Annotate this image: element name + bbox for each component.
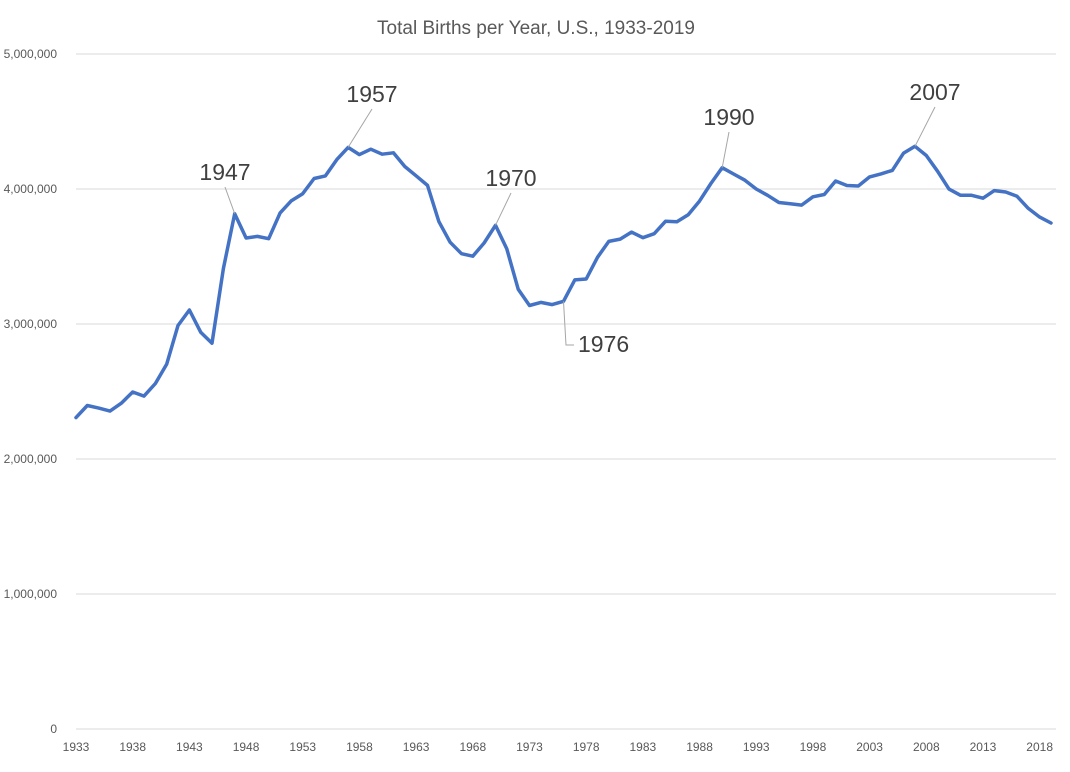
y-tick-label: 0 xyxy=(50,722,57,736)
x-tick-label: 1938 xyxy=(119,740,146,754)
x-tick-label: 1953 xyxy=(289,740,316,754)
x-tick-label: 1973 xyxy=(516,740,543,754)
annotation-label: 1970 xyxy=(485,165,536,191)
x-tick-label: 1968 xyxy=(459,740,486,754)
y-tick-label: 4,000,000 xyxy=(4,182,58,196)
annotation-leader-line xyxy=(347,108,373,148)
annotation-leader-line xyxy=(495,192,512,226)
y-tick-label: 3,000,000 xyxy=(4,317,58,331)
y-tick-label: 5,000,000 xyxy=(4,47,58,61)
x-tick-label: 2018 xyxy=(1026,740,1053,754)
annotation-leader-line xyxy=(224,186,236,214)
x-tick-label: 1943 xyxy=(176,740,203,754)
y-axis-tick-labels: 0 1,000,000 2,000,000 3,000,000 4,000,000 5,0… xyxy=(4,47,58,736)
chart-title: Total Births per Year, U.S., 1933-2019 xyxy=(377,18,695,39)
x-tick-label: 1978 xyxy=(573,740,600,754)
annotation-leader-line xyxy=(721,131,730,168)
x-tick-label: 1948 xyxy=(233,740,260,754)
annotations: 1947 1957 1970 1976 1990 2007 xyxy=(199,79,960,357)
x-tick-label: 1963 xyxy=(403,740,430,754)
annotation-label: 1976 xyxy=(578,331,629,357)
y-tick-label: 1,000,000 xyxy=(4,587,58,601)
births-series-line xyxy=(74,144,1053,420)
series-layer xyxy=(74,144,1053,420)
gridlines xyxy=(76,53,1056,730)
x-tick-label: 2013 xyxy=(970,740,997,754)
annotation-label: 1990 xyxy=(703,104,754,130)
x-tick-label: 1958 xyxy=(346,740,373,754)
x-tick-label: 2003 xyxy=(856,740,883,754)
annotation-label: 2007 xyxy=(909,79,960,105)
x-tick-label: 1933 xyxy=(63,740,90,754)
x-tick-label: 1983 xyxy=(630,740,657,754)
annotation-leader-line xyxy=(563,301,574,346)
x-tick-label: 1993 xyxy=(743,740,770,754)
annotation-leader-line xyxy=(914,106,936,147)
x-tick-label: 1998 xyxy=(800,740,827,754)
x-tick-label: 1988 xyxy=(686,740,713,754)
x-tick-label: 2008 xyxy=(913,740,940,754)
x-axis-tick-labels: 1933 1938 1943 1948 1953 1958 1963 1968 1973 1978… xyxy=(63,740,1054,754)
annotation-label: 1947 xyxy=(199,159,250,185)
y-tick-label: 2,000,000 xyxy=(4,452,58,466)
annotation-label: 1957 xyxy=(346,81,397,107)
